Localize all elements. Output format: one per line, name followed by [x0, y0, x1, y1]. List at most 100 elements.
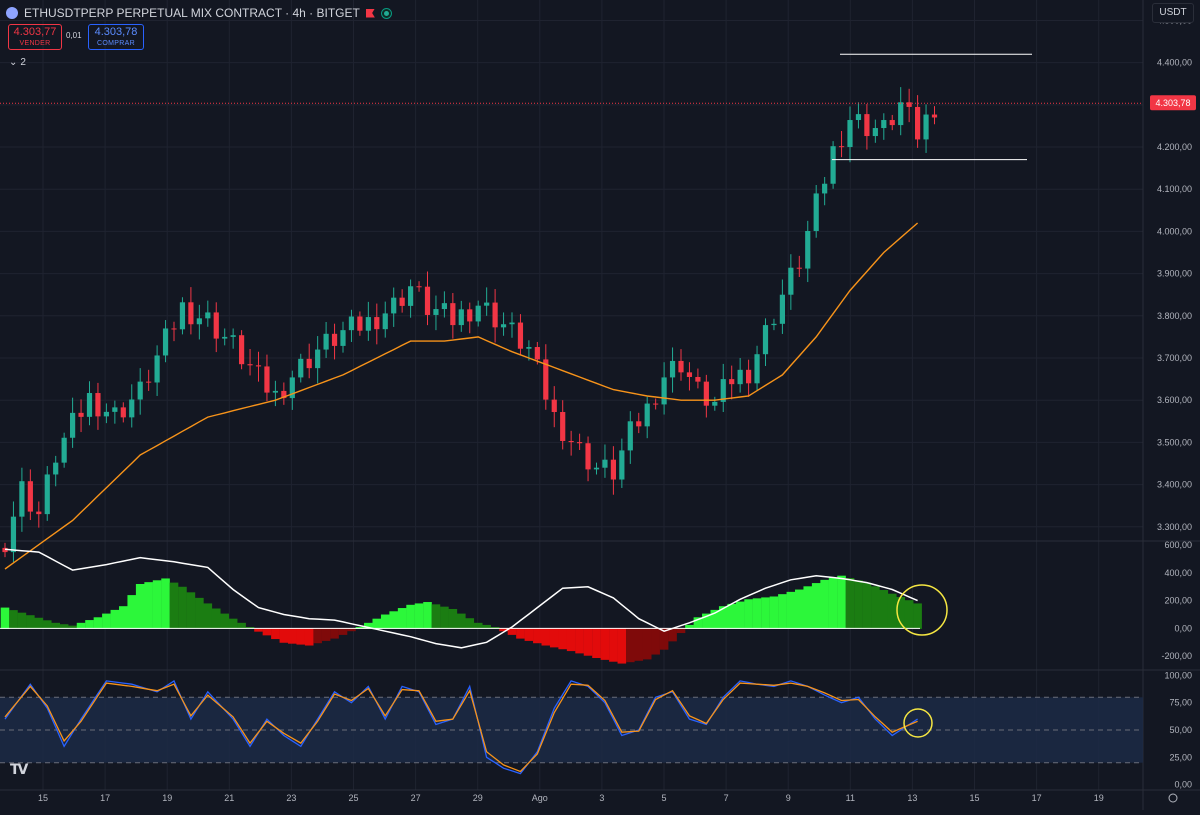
histogram-bar — [676, 628, 686, 634]
histogram-bar — [93, 617, 103, 629]
histogram-bar — [702, 613, 711, 629]
candle-body — [255, 365, 262, 367]
candle-body — [154, 355, 160, 383]
candle-body — [703, 381, 709, 406]
time-tick-label: 21 — [224, 793, 234, 803]
time-tick-label: 29 — [473, 793, 483, 803]
candle-body — [357, 316, 363, 331]
time-tick-label: 15 — [969, 793, 979, 803]
candle-body — [923, 114, 929, 140]
time-tick-label: Ago — [532, 793, 548, 803]
histogram-bar — [279, 628, 289, 643]
histogram-bar — [338, 628, 348, 635]
histogram-bar — [195, 597, 204, 629]
time-tick-label: 5 — [661, 793, 666, 803]
histogram-bar — [465, 618, 475, 629]
time-tick-label: 7 — [724, 793, 729, 803]
candle-body — [492, 302, 498, 328]
spread-value: 0,01 — [66, 31, 82, 40]
buy-price: 4.303,78 — [94, 26, 138, 38]
candle-body — [737, 369, 743, 385]
last-price-badge — [1150, 95, 1196, 111]
symbol-title[interactable]: ETHUSDTPERP PERPETUAL MIX CONTRACT · 4h … — [24, 6, 360, 20]
sell-price: 4.303,77 — [13, 26, 57, 38]
histogram-bar — [845, 577, 855, 629]
histogram-bar — [499, 628, 508, 632]
histogram-bar — [414, 603, 424, 629]
candle-body — [129, 399, 135, 418]
time-tick-label: 19 — [162, 793, 172, 803]
time-tick-label: 11 — [846, 793, 855, 803]
symbol-header[interactable]: ETHUSDTPERP PERPETUAL MIX CONTRACT · 4h … — [6, 4, 392, 22]
histogram-bar — [896, 596, 905, 629]
buy-button[interactable]: 4.303,78 COMPRAR — [88, 24, 144, 50]
candle-body — [365, 317, 371, 331]
histogram-bar — [735, 601, 745, 629]
candle-body — [36, 511, 42, 515]
price-tick-label: 3.500,00 — [1157, 437, 1192, 447]
price-tick-label: 4.000,00 — [1157, 226, 1192, 236]
histogram-bar — [169, 582, 179, 629]
last-price-label: 4.303,78 — [1155, 98, 1190, 108]
histogram-bar — [119, 606, 128, 629]
candle-body — [712, 401, 718, 406]
candle-body — [103, 411, 109, 417]
histogram-bar — [68, 625, 77, 629]
histogram-bar — [541, 628, 551, 646]
macd-tick-label: -200,00 — [1161, 651, 1192, 661]
sell-button[interactable]: 4.303,77 VENDER — [8, 24, 62, 50]
histogram-bar — [507, 628, 517, 635]
histogram-bar — [76, 622, 86, 629]
moving-average-line — [4, 222, 919, 570]
histogram-bar — [871, 586, 880, 629]
candle-body — [484, 302, 490, 306]
histogram-bar — [803, 586, 813, 629]
candle-body — [331, 333, 338, 346]
candle-body — [771, 323, 777, 326]
histogram-bar — [634, 628, 644, 661]
candle-body — [653, 403, 659, 405]
candle-body — [120, 407, 126, 418]
histogram-bar — [296, 628, 306, 645]
candle-body — [838, 146, 845, 148]
settings-gear-icon[interactable] — [1168, 793, 1178, 803]
tradingview-logo-icon[interactable]: TV — [10, 762, 28, 778]
candle-body — [644, 403, 650, 427]
price-tick-label: 3.600,00 — [1157, 395, 1192, 405]
histogram-bar — [533, 628, 542, 644]
time-tick-label: 15 — [38, 793, 48, 803]
histogram-bar — [59, 624, 69, 629]
macd-tick-label: 0,00 — [1174, 623, 1192, 633]
histogram-bar — [347, 628, 356, 632]
histogram-bar — [685, 624, 694, 629]
candle-body — [568, 440, 574, 443]
histogram-bar — [161, 578, 170, 629]
candle-body — [686, 372, 693, 377]
time-tick-label: 23 — [286, 793, 296, 803]
histogram-bar — [42, 620, 52, 629]
candle-body — [247, 364, 253, 366]
time-tick-label: 17 — [1032, 793, 1042, 803]
histogram-bar — [626, 628, 635, 663]
indicators-toggle[interactable]: ⌄ 2 — [6, 55, 35, 69]
histogram-bar — [220, 613, 229, 629]
candle-body — [374, 317, 380, 330]
histogram-bar — [406, 604, 415, 629]
candle-body — [847, 120, 853, 148]
candle-body — [137, 381, 143, 400]
histogram-bar — [600, 628, 610, 660]
candle-body — [340, 330, 346, 346]
flag-icon[interactable] — [365, 8, 375, 18]
grid — [0, 0, 1143, 790]
stoch-highlight-circle — [903, 708, 933, 738]
histogram-bar — [592, 628, 601, 659]
candle-body — [543, 359, 549, 400]
currency-selector[interactable]: USDT — [1152, 3, 1194, 23]
histogram-bar — [854, 580, 863, 629]
histogram-bar — [710, 609, 720, 629]
candle-body — [86, 393, 93, 417]
histogram-bar — [110, 609, 120, 629]
candle-body — [517, 322, 524, 349]
